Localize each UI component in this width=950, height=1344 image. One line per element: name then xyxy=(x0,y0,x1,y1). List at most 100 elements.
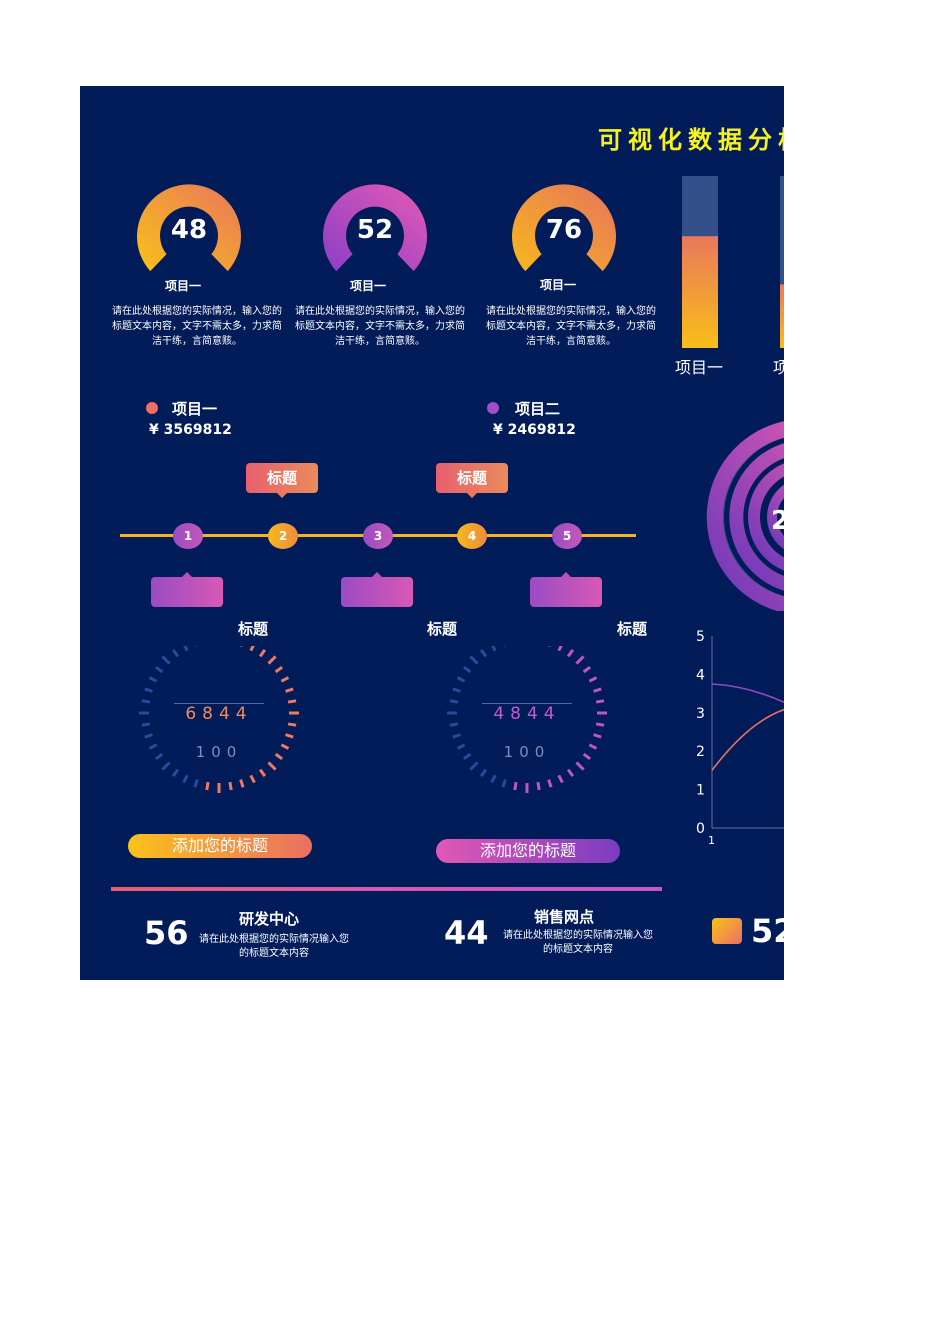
dial-1-tick xyxy=(141,699,151,704)
timeline-callout-1: 标题 xyxy=(246,463,318,498)
dial-1-tick xyxy=(258,768,267,777)
legend-name-2: 项目二 xyxy=(515,400,561,418)
dial-2-tick xyxy=(479,649,488,658)
bar-track-2 xyxy=(780,176,784,348)
timeline-callout-2: 标题 xyxy=(436,463,508,498)
dial-2-tick xyxy=(588,676,598,683)
dial-2-tick xyxy=(490,774,497,784)
stat-desc-2: 请在此处根据您的实际情况输入您的标题文本内容 xyxy=(503,930,653,955)
dial-1-tick xyxy=(144,687,153,693)
timeline-title-1: 标题 xyxy=(238,620,269,638)
dial-divider-2 xyxy=(482,703,572,704)
line-x-tick: 1 xyxy=(708,834,715,847)
dial-1-tick xyxy=(280,676,290,683)
gauge-ring-3 xyxy=(512,184,616,272)
dial-2-tick xyxy=(491,646,497,652)
dial-1-tick xyxy=(193,779,199,788)
gauge-value-2: 52 xyxy=(356,215,394,245)
bar-chart xyxy=(682,176,784,348)
timeline-node-2[interactable]: 2 xyxy=(268,523,298,549)
dial-2-tick xyxy=(593,733,602,739)
legend-name-1: 项目一 xyxy=(172,400,218,418)
dial-2-tick xyxy=(547,779,553,788)
dial-1-tick xyxy=(280,743,290,750)
dial-2-tick xyxy=(501,779,507,788)
timeline-box-2 xyxy=(341,572,413,607)
gauge-ring-2 xyxy=(323,184,427,272)
dial-1-tick xyxy=(249,774,256,784)
dial-1-tick xyxy=(155,665,164,674)
timeline-node-1[interactable]: 1 xyxy=(173,523,203,549)
dial-2-tick xyxy=(449,722,459,727)
page-title: 可视化数据分析 xyxy=(598,126,784,154)
dial-1-tick xyxy=(148,743,158,750)
ring-arc-3 xyxy=(748,463,784,571)
dial-top-value-2: 4844 xyxy=(493,704,561,724)
line-y-tick: 3 xyxy=(696,706,705,722)
bar-2 xyxy=(780,284,784,348)
dial-2-tick xyxy=(575,761,585,771)
dial-1-tick xyxy=(205,781,210,791)
dial-1-tick xyxy=(274,752,283,761)
dial-1-tick xyxy=(274,665,283,674)
dial-1-tick xyxy=(228,781,233,791)
dashboard-panel: 可视化数据分析 48 52 76 项目一 项目一 项目一 请在此处根据您的实际情… xyxy=(80,86,784,980)
dial-1-tick xyxy=(161,761,171,771)
dial-1-tick xyxy=(182,774,189,784)
gauge-label-3: 项目一 xyxy=(539,278,576,292)
ring-chart: 2 xyxy=(706,421,784,611)
dial-2-tick xyxy=(463,665,472,674)
dial-2-tick xyxy=(479,768,488,777)
dial-top-value-1: 6844 xyxy=(185,704,253,724)
dial-1-tick xyxy=(287,722,297,727)
dial-1-tick xyxy=(144,733,153,739)
dial-1-tick xyxy=(287,699,297,704)
dial-1-tick xyxy=(183,646,189,652)
timeline-node-3[interactable]: 3 xyxy=(363,523,393,549)
stat-square-icon xyxy=(712,918,742,944)
timeline-node-5[interactable]: 5 xyxy=(552,523,582,549)
gauge-rings xyxy=(137,184,616,272)
dial-2-tick xyxy=(566,649,575,658)
dial-2-tick xyxy=(449,699,459,704)
dial-1-tick xyxy=(148,676,158,683)
dial-1-tick xyxy=(258,649,267,658)
line-y-tick: 0 xyxy=(696,821,705,837)
dial-2-tick xyxy=(582,665,591,674)
legend-dot-2 xyxy=(487,402,499,414)
dial-2-tick xyxy=(452,687,461,693)
add-title-button-1[interactable]: 添加您的标题 xyxy=(128,834,312,858)
stat-number-1: 56 xyxy=(144,914,189,952)
dial-2-tick xyxy=(566,768,575,777)
dial-1-tick xyxy=(285,687,294,693)
stat-number-3: 52 xyxy=(751,912,784,950)
dial-2-tick xyxy=(452,733,461,739)
dial-2-tick xyxy=(456,676,466,683)
dial-2-tick xyxy=(469,761,479,771)
dial-2-tick xyxy=(557,646,563,652)
line-series-1 xyxy=(711,708,784,771)
add-title-button-2[interactable]: 添加您的标题 xyxy=(436,839,620,863)
gauge-label-2: 项目一 xyxy=(349,279,386,293)
dial-2-tick xyxy=(513,781,518,791)
stat-desc-1: 请在此处根据您的实际情况输入您的标题文本内容 xyxy=(199,934,349,959)
dial-1-tick xyxy=(141,722,151,727)
dial-divider-1 xyxy=(174,703,264,704)
section-divider xyxy=(111,887,662,891)
timeline-title-3: 标题 xyxy=(617,620,648,638)
line-series-2 xyxy=(711,683,784,704)
dial-1-tick xyxy=(267,655,277,665)
dial-2-tick xyxy=(536,781,541,791)
dial-2-tick xyxy=(588,743,598,750)
legend-dot-1 xyxy=(146,402,158,414)
dial-2-tick xyxy=(595,699,605,704)
gauge-desc-2: 请在此处根据您的实际情况，输入您的标题文本内容，文字不需太多，力求简洁干练，言简… xyxy=(295,306,465,347)
bar-label-1: 项目一 xyxy=(675,358,724,377)
dial-2-tick xyxy=(575,655,585,665)
legend-amount-2: ¥ 2469812 xyxy=(493,422,576,438)
timeline-node-4[interactable]: 4 xyxy=(457,523,487,549)
line-y-tick: 4 xyxy=(696,667,705,683)
line-y-tick: 1 xyxy=(696,783,705,799)
dial-1-tick xyxy=(155,752,164,761)
dials xyxy=(139,646,607,793)
